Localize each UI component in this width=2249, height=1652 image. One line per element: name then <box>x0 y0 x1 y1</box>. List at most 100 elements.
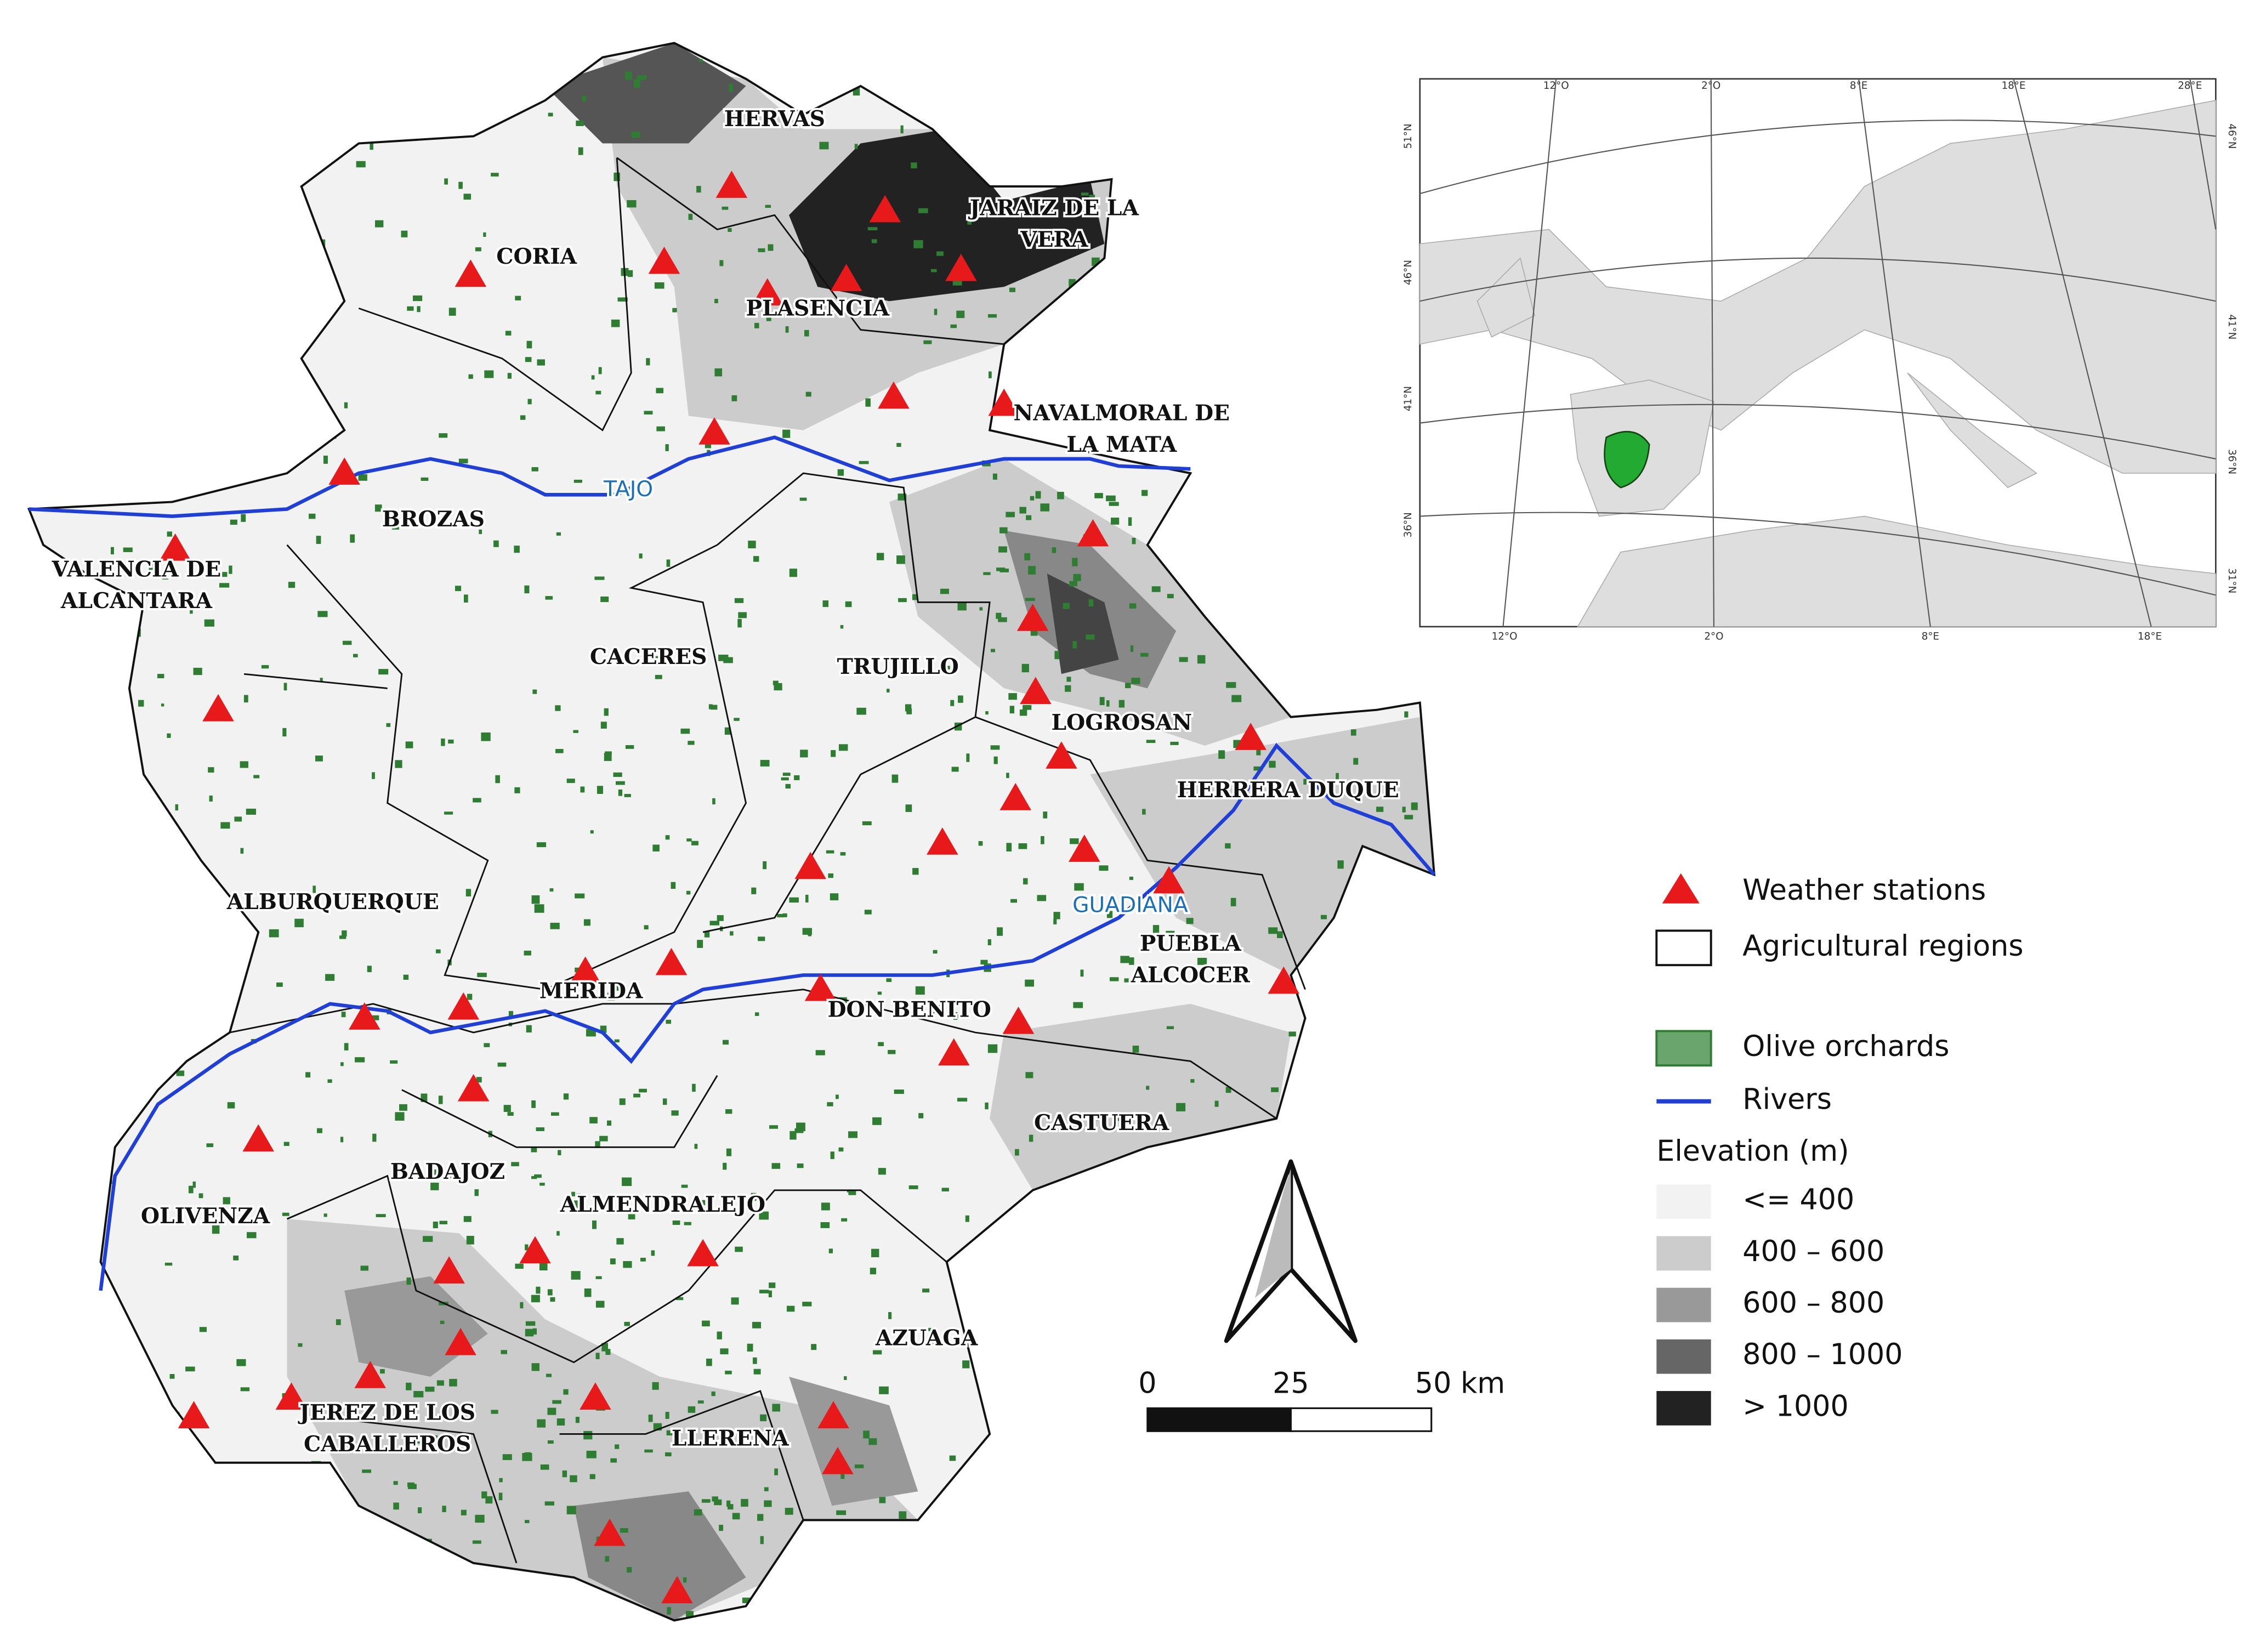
olive-patch <box>918 1113 924 1119</box>
olive-patch <box>1353 502 1361 508</box>
olive-patch <box>786 1305 795 1312</box>
olive-patch <box>96 1322 103 1326</box>
olive-patch <box>531 1176 537 1179</box>
olive-patch <box>97 331 106 338</box>
olive-patch <box>865 398 871 407</box>
region-label: HERVAS <box>724 106 825 132</box>
olive-patch <box>463 594 468 603</box>
olive-patch <box>1025 1072 1033 1078</box>
olive-patch <box>1081 192 1089 196</box>
olive-patch <box>752 1608 760 1617</box>
legend: Weather stations Agricultural regions Oliv… <box>1655 873 2024 1426</box>
olive-patch <box>712 798 715 805</box>
olive-patch <box>390 1060 398 1064</box>
olive-patch <box>1170 741 1179 745</box>
olive-patch <box>725 1109 732 1114</box>
olive-patch <box>489 64 496 69</box>
olive-patch <box>375 220 384 228</box>
olive-patch <box>206 1143 214 1148</box>
olive-patch <box>136 866 140 875</box>
olive-patch <box>719 260 724 266</box>
olive-patch <box>305 1072 311 1078</box>
olive-patch <box>840 852 846 856</box>
weather-station <box>751 278 783 306</box>
olive-patch <box>1193 230 1201 236</box>
inset-lon-label: 28°E <box>2178 80 2202 92</box>
olive-patch <box>623 1261 632 1268</box>
olive-patch <box>764 1487 769 1491</box>
olive-patch <box>575 967 579 973</box>
olive-patch <box>1036 82 1043 91</box>
weather-station <box>354 1361 387 1388</box>
olive-patch <box>508 1010 513 1017</box>
olive-patch <box>255 1564 264 1570</box>
olive-patch <box>1383 620 1389 629</box>
olive-patch <box>879 1386 889 1394</box>
olive-patch <box>173 208 184 215</box>
olive-patch <box>651 1250 655 1256</box>
olive-patch <box>605 751 612 755</box>
olive-patch <box>906 708 912 714</box>
olive-patch <box>799 99 807 107</box>
olive-patch <box>837 469 844 476</box>
olive-patch <box>536 842 547 848</box>
olive-patch <box>1266 490 1270 498</box>
olive-patch <box>1146 740 1156 743</box>
olive-patch <box>1396 1273 1406 1280</box>
olive-patch <box>117 240 127 246</box>
olive-patch <box>1043 811 1048 819</box>
olive-patch <box>531 1363 539 1371</box>
olive-patch <box>631 132 640 138</box>
olive-patch <box>227 1102 235 1109</box>
olive-patch <box>610 1258 616 1265</box>
olive-patch <box>628 1214 635 1220</box>
olive-patch <box>1158 1435 1164 1441</box>
olive-patch <box>753 556 759 562</box>
olive-patch <box>1197 957 1207 965</box>
olive-patch <box>507 373 512 379</box>
olive-patch <box>868 1438 877 1445</box>
olive-patch <box>175 804 179 811</box>
olive-patch <box>377 134 385 138</box>
olive-patch <box>71 905 76 914</box>
olive-patch <box>253 775 260 779</box>
olive-patch <box>805 64 809 67</box>
olive-patch <box>247 1582 253 1588</box>
olive-patch <box>240 1387 250 1392</box>
olive-patch <box>571 1271 581 1280</box>
weather-station <box>242 1124 275 1152</box>
olive-patch <box>993 1607 1002 1612</box>
olive-patch <box>1203 98 1208 104</box>
olive-patch <box>243 695 248 703</box>
olive-patch <box>759 1290 769 1293</box>
olive-patch <box>505 331 512 336</box>
olive-patch <box>475 1514 485 1523</box>
olive-patch <box>328 287 333 292</box>
olive-patch <box>1225 843 1231 849</box>
olive-patch <box>1113 177 1122 185</box>
olive-patch <box>694 1144 698 1149</box>
olive-patch <box>861 1580 872 1585</box>
olive-patch <box>514 546 520 553</box>
olive-patch <box>1197 490 1206 497</box>
olive-patch <box>401 230 408 237</box>
olive-patch <box>442 1506 446 1512</box>
olive-patch <box>1044 169 1053 174</box>
region-label: LOGROSAN <box>1051 710 1192 735</box>
olive-patch <box>241 514 246 522</box>
olive-patch <box>288 582 296 588</box>
olive-patch <box>1271 1087 1279 1092</box>
olive-patch <box>1085 1560 1095 1569</box>
olive-patch <box>998 617 1007 622</box>
olive-patch <box>601 1343 608 1352</box>
olive-patch <box>440 1320 445 1324</box>
olive-patch <box>751 887 757 894</box>
olive-patch <box>953 1012 958 1020</box>
olive-patch <box>563 1093 569 1100</box>
olive-patch <box>298 1343 303 1347</box>
olive-patch <box>607 992 615 1001</box>
olive-patch <box>247 223 254 228</box>
olive-patch <box>1124 320 1129 330</box>
olive-patch <box>1179 135 1189 144</box>
olive-patch <box>1383 469 1391 473</box>
